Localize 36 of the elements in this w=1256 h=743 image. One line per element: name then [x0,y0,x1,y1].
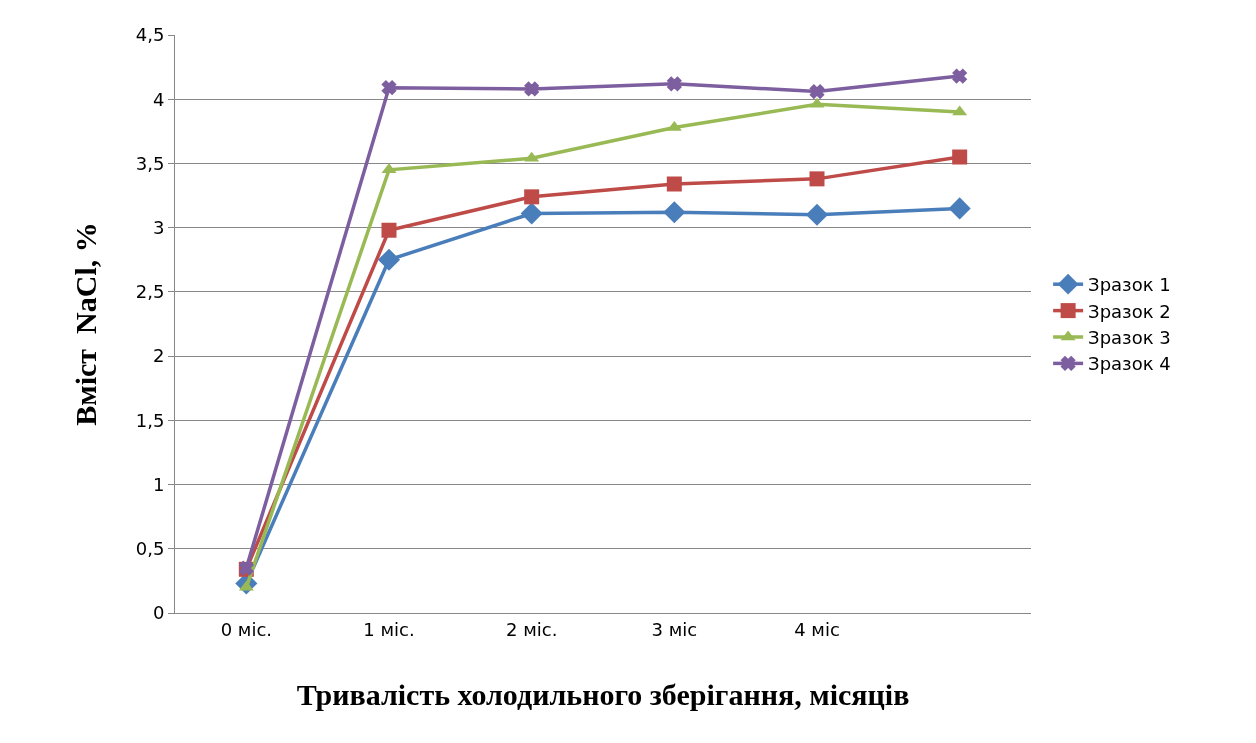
point [809,171,825,187]
point [381,222,397,238]
x-tick-label: 1 міс. [363,618,415,640]
point [948,197,971,220]
y-tick-label: 0 [152,602,165,624]
x-tick-label: 0 міс. [220,618,273,640]
legend-label: Зразок 4 [1088,353,1171,375]
x-tick-label: 2 міс. [505,618,558,640]
y-tick-label: 3 [152,216,165,238]
y-axis-title: Вміст NaCl, % [68,222,102,426]
legend-label: Зразок 1 [1088,274,1171,296]
point [666,176,682,192]
y-tick-label: 0,5 [135,538,165,560]
x-tick-label: 4 міс [794,618,840,640]
y-tick-label: 2,5 [135,281,165,303]
point [805,203,829,226]
x-axis-title: Тривалість холодильного зберігання, місяців [296,678,910,712]
point [377,248,401,271]
point [809,84,825,99]
y-tick-label: 3,5 [135,152,165,174]
point [667,76,682,92]
y-tick-label: 2 [152,345,165,367]
y-tick-label: 1 [152,473,165,495]
point [663,201,686,224]
point [520,202,543,225]
point [952,149,968,165]
y-tick-label: 4,5 [135,24,165,46]
y-tick-label: 4 [152,88,165,110]
x-tick-label: 3 міс [651,618,698,640]
point [524,189,540,205]
legend-label: Зразок 3 [1088,327,1171,349]
y-tick-label: 1,5 [135,409,165,431]
legend-label: Зразок 2 [1088,300,1171,322]
point [952,68,967,84]
point [524,81,539,97]
point [381,80,397,95]
